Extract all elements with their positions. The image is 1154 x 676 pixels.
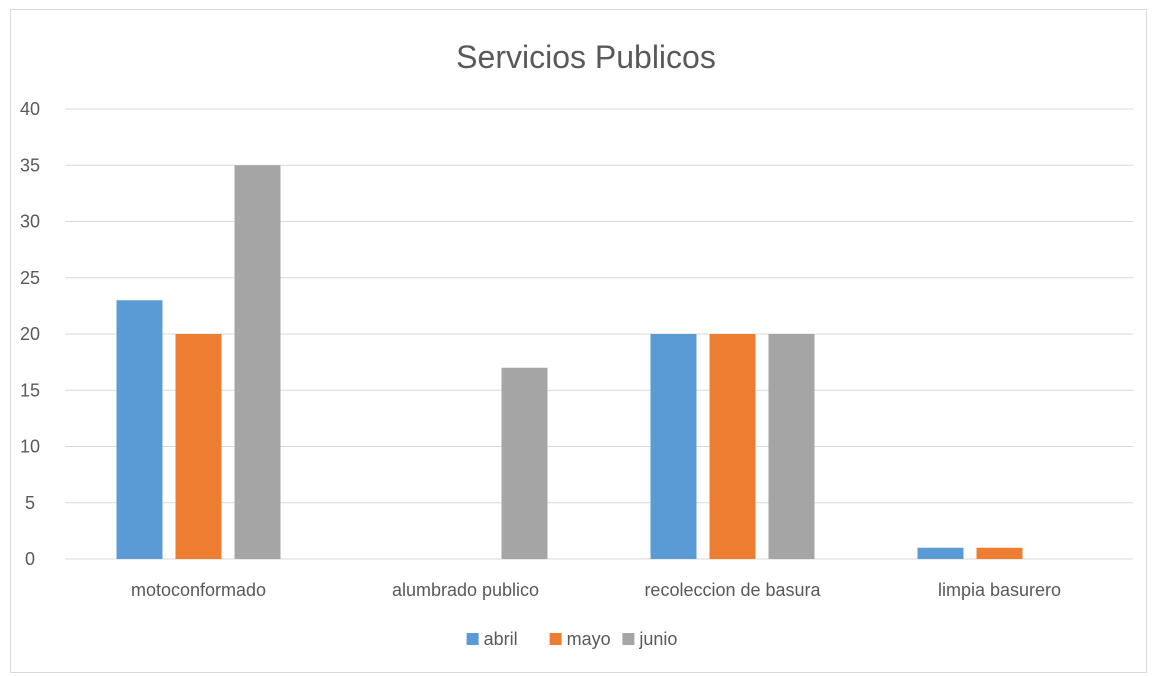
bar-abril-2 xyxy=(650,334,697,559)
bar-mayo-3 xyxy=(976,547,1023,559)
legend-label: junio xyxy=(638,629,677,649)
legend: abril mayo junio xyxy=(466,629,677,649)
legend-swatch-mayo xyxy=(549,633,562,645)
legend-label: mayo xyxy=(567,629,611,649)
y-tick-label: 30 xyxy=(20,212,40,232)
x-category-label: recoleccion de basura xyxy=(644,580,821,600)
bar-mayo-0 xyxy=(175,334,222,559)
y-tick-label: 25 xyxy=(20,268,40,288)
y-tick-label: 10 xyxy=(20,437,40,457)
y-tick-label: 5 xyxy=(25,493,35,513)
gridlines xyxy=(65,108,1133,560)
y-tick-label: 20 xyxy=(20,324,40,344)
legend-swatch-abril xyxy=(466,633,479,645)
y-tick-label: 40 xyxy=(20,99,40,119)
x-category-label: alumbrado publico xyxy=(392,580,539,600)
x-category-label: limpia basurero xyxy=(938,580,1061,600)
y-tick-label: 35 xyxy=(20,155,40,175)
chart-title: Servicios Publicos xyxy=(456,39,716,75)
legend-label: abril xyxy=(484,629,518,649)
bar-junio-1 xyxy=(501,367,548,559)
y-tick-label: 15 xyxy=(20,380,40,400)
y-tick-label: 0 xyxy=(25,549,35,569)
y-axis-ticks: 0 5 10 15 20 25 30 35 40 xyxy=(20,99,40,569)
bar-abril-3 xyxy=(917,547,964,559)
bar-junio-0 xyxy=(234,165,281,559)
bars xyxy=(116,165,1023,559)
x-axis-categories: motoconformado alumbrado publico recolecci… xyxy=(131,580,1061,600)
bar-junio-2 xyxy=(768,334,815,559)
bar-mayo-2 xyxy=(709,334,756,559)
x-category-label: motoconformado xyxy=(131,580,266,600)
bar-abril-0 xyxy=(116,300,163,559)
legend-swatch-junio xyxy=(622,633,635,645)
